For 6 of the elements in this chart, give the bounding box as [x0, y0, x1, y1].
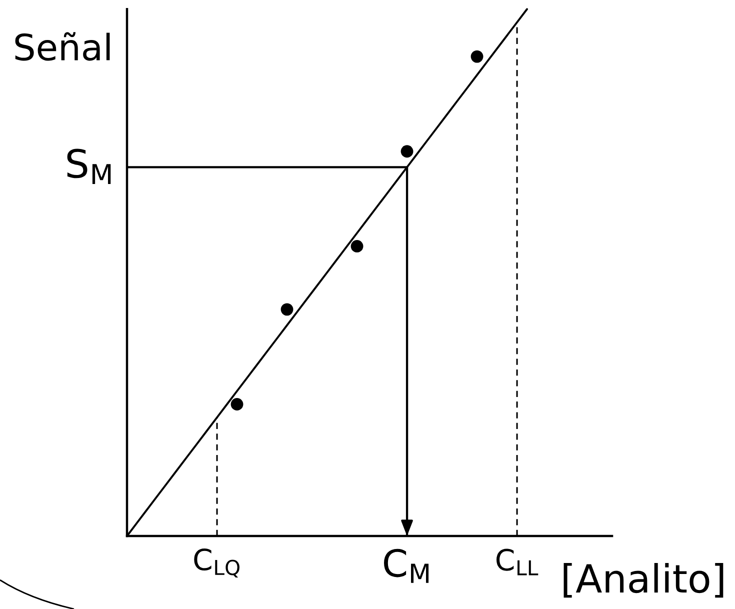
x-axis-title: [Analito] [564, 563, 724, 598]
x-tick-label: C$_{M}$ [384, 548, 429, 583]
x-tick-label: C$_{LQ}$ [194, 548, 240, 578]
ref-line-label: S$_{M}$ [67, 148, 111, 184]
x-tick-label: C$_{LL}$ [496, 548, 538, 576]
y-axis-title: Señal [15, 32, 110, 61]
